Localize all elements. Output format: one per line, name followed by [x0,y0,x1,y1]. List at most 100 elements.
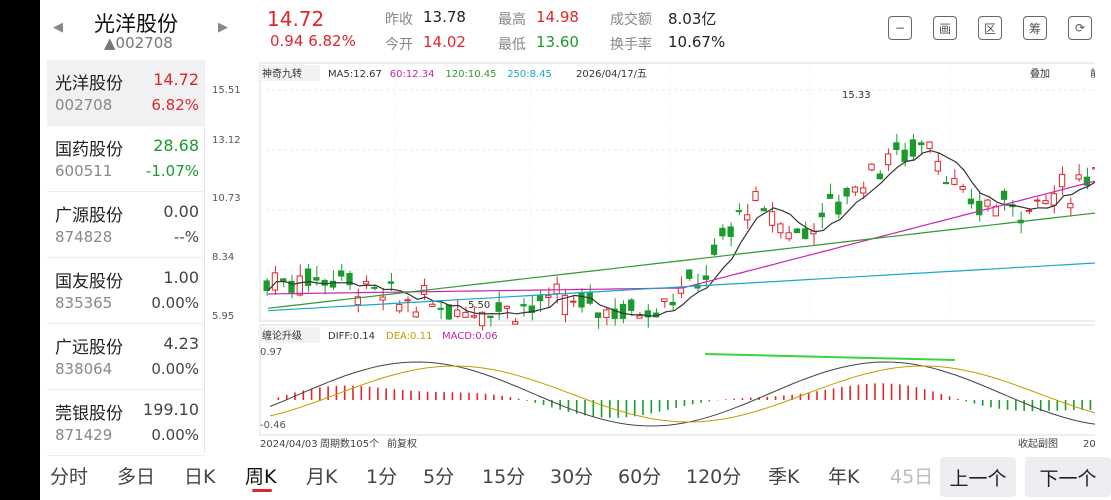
watchlist-item-pct: 0.00% [151,426,199,444]
candle-body [495,302,502,312]
draw-icon[interactable]: 画 [933,16,957,40]
candle-body [594,312,602,318]
ma-legend: 120:10.45 [445,69,496,80]
candle-body [984,199,991,207]
candle-body [528,305,535,313]
candle-body [669,301,676,306]
tab-13[interactable]: 45日 [890,466,934,488]
candle-body [362,280,370,285]
candle-body [429,303,436,307]
candle-body [826,193,834,199]
candle-body [1050,193,1057,206]
tab-9[interactable]: 60分 [618,466,662,488]
stat-label: 最低 [498,37,526,53]
candle-body [901,149,908,162]
tab-11[interactable]: 季K [768,466,800,488]
divergence-line [704,353,956,361]
tab-12[interactable]: 年K [828,466,860,488]
candle-body [860,187,867,194]
candle-body [578,292,585,308]
stock-name: 光洋股份 [94,12,178,36]
stat-value: 13.60 [536,33,579,51]
candle-body [1025,209,1033,212]
candle-body [1034,199,1041,202]
ma5-line [267,150,1111,317]
watchlist-item-name: 国药股份 [55,140,123,160]
stat-label: 今开 [385,37,413,53]
kline-chart-svg[interactable]: 神奇九转 MA5:12.67 60:12.34 120:10.45 250:8.45 20… [210,60,1111,452]
candle-body [470,315,477,318]
candle-body [487,315,494,319]
collapse-icon[interactable]: − [888,16,912,40]
watchlist-item-pct: 6.82% [151,96,199,114]
tab-1[interactable]: 多日 [117,466,156,488]
watchlist-item-pct: 0.00% [151,360,199,378]
section-icon[interactable]: 区 [978,16,1002,40]
macd-adjust: 前复权 [387,437,417,450]
tab-0[interactable]: 分时 [50,466,89,488]
candle-body [752,191,759,201]
watchlist-item-code: 600511 [55,162,113,180]
diff-label: DIFF:0.14 [328,331,375,342]
candle-body [793,228,801,234]
candle-body [545,295,552,299]
watchlist-item[interactable]: 光洋股份 14.72 002708 6.82% [47,60,205,126]
watchlist-item-price: 199.10 [143,400,199,419]
candle-body [1042,200,1049,205]
watchlist-item-name: 广源股份 [55,206,123,226]
candle-body [603,309,610,318]
collapse-subchart: 收起副图 [1018,437,1058,450]
tab-5[interactable]: 1分 [366,466,398,488]
stat-value: 14.02 [423,33,466,51]
ma-legend: 60:12.34 [390,69,435,80]
candle-body [719,227,726,237]
tab-7[interactable]: 15分 [482,466,526,488]
candle-body [967,198,975,205]
chart-area: 神奇九转 MA5:12.67 60:12.34 120:10.45 250:8.45 20… [210,60,1111,452]
macd-indicator-chip [258,327,320,343]
watchlist-item-price: 4.23 [163,334,199,353]
watchlist-item[interactable]: 广远股份 4.23 838064 0.00% [47,324,205,390]
candle-body [942,182,950,185]
macd-frame [259,324,1111,436]
candle-body [387,281,395,284]
stat-label: 最高 [498,12,526,28]
watchlist-sidebar: 光洋股份 14.72 002708 6.82% 国药股份 28.68 600511 -1.07… [47,60,205,456]
watchlist-item[interactable]: 国药股份 28.68 600511 -1.07% [47,126,205,192]
stock-detail-screen: ◀ 光洋股份 ▲002708 ▶ 14.72 0.94 6.82% 昨收 13.7… [40,0,1111,500]
candle-body [727,226,734,237]
watchlist-item[interactable]: 国友股份 1.00 835365 0.00% [47,258,205,324]
candle-body [644,310,651,318]
tab-3[interactable]: 周K [245,466,277,488]
candle-body [396,303,403,312]
watchlist-item-pct: 0.00% [151,294,199,312]
dea-label: DEA:0.11 [386,331,432,342]
tab-10[interactable]: 120分 [686,466,742,488]
next-stock-button[interactable]: 下一个 [1025,457,1111,497]
tab-6[interactable]: 5分 [423,466,455,488]
watchlist-item[interactable]: 广源股份 0.00 874828 --% [47,192,205,258]
candle-body [338,270,345,277]
watchlist-item[interactable]: 莞银股份 199.10 871429 0.00% [47,390,205,456]
watchlist-item-pct: -1.07% [145,162,199,180]
candle-body [520,304,527,307]
candle-body [321,280,328,286]
candle-body [371,286,378,289]
tab-8[interactable]: 30分 [550,466,594,488]
rotate-icon[interactable]: ⟳ [1068,16,1092,40]
tab-2[interactable]: 日K [184,466,216,488]
chip-icon[interactable]: 筹 [1023,16,1047,40]
stat-label: 成交额 [610,12,652,28]
kline-date: 2026/04/17/五 [576,69,647,80]
candle-body [445,304,453,320]
watchlist-item-code: 835365 [55,294,113,312]
next-stock-arrow-icon[interactable]: ▶ [218,20,228,35]
stat-value: 13.78 [423,8,466,26]
indicator-chip [258,65,320,81]
candle-body [553,283,560,295]
ma250-line [268,261,1111,312]
candle-body [619,303,627,319]
prev-stock-button[interactable]: 上一个 [940,457,1016,497]
tab-4[interactable]: 月K [306,466,338,488]
prev-stock-arrow-icon[interactable]: ◀ [53,20,63,35]
